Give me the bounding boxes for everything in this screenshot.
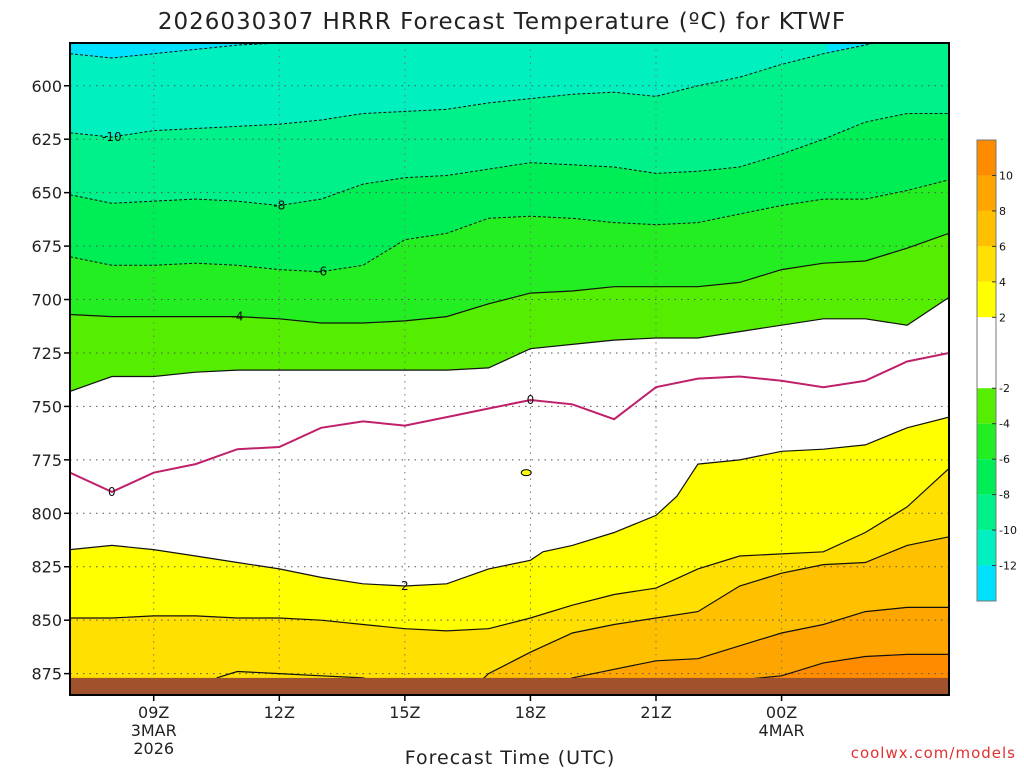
y-tick-label: 725	[31, 344, 62, 363]
colorbar-label: -6	[999, 453, 1010, 466]
colorbar-label: 8	[999, 205, 1006, 218]
contour-line-6	[467, 536, 949, 694]
y-tick-label: 825	[31, 558, 62, 577]
contour-line--10	[70, 43, 876, 138]
contour-line--2	[70, 296, 949, 392]
contour-label: 0	[108, 485, 116, 499]
x-tick-date: 3MAR	[131, 721, 177, 740]
contour-line--8	[70, 113, 949, 207]
y-tick-label: 600	[31, 77, 62, 96]
y-tick-label: 775	[31, 451, 62, 470]
y-tick-label: 625	[31, 130, 62, 149]
colorbar-band	[977, 317, 996, 389]
colorbar: 10 8 6 4 2 -2 -4 -6 -8 -10 -12	[976, 139, 1017, 602]
contour-label: -10	[102, 130, 122, 144]
contour-label: -6	[315, 265, 327, 279]
colorbar-band	[977, 459, 996, 495]
contour-label: -8	[273, 198, 285, 212]
x-tick-label: 00Z	[766, 703, 797, 722]
colorbar-label: -2	[999, 382, 1010, 395]
colorbar-band	[977, 246, 996, 282]
contour-label: 0	[527, 393, 535, 407]
x-tick-label: 09Z	[138, 703, 169, 722]
y-tick-label: 700	[31, 291, 62, 310]
x-tick-label: 12Z	[264, 703, 295, 722]
colorbar-band	[977, 530, 996, 566]
y-tick-label: 650	[31, 184, 62, 203]
contour-line--4	[70, 232, 949, 324]
colorbar-label: -10	[999, 524, 1017, 537]
chart-title: 2026030307 HRRR Forecast Temperature (ºC…	[158, 9, 846, 35]
contour-line--12	[70, 43, 285, 59]
y-tick-label: 675	[31, 237, 62, 256]
colorbar-frame	[976, 139, 997, 602]
colorbar-label: 6	[999, 240, 1006, 253]
colorbar-band	[977, 210, 996, 247]
colorbar-label: -4	[999, 418, 1010, 431]
x-tick-year: 2026	[133, 739, 174, 758]
ground-bar	[70, 677, 949, 695]
colorbar-band	[977, 494, 996, 531]
x-tick-label: 21Z	[640, 703, 671, 722]
x-tick-label: 15Z	[389, 703, 420, 722]
y-tick-label: 800	[31, 504, 62, 523]
colorbar-label: 2	[999, 311, 1006, 324]
y-tick-label: 750	[31, 397, 62, 416]
y-axis: 600 625 650 675 700 725 750 775 800 825 850 875	[31, 77, 70, 684]
y-tick-label: 875	[31, 665, 62, 684]
contour-line--6	[70, 179, 949, 273]
credit-text: coolwx.com/models	[851, 744, 1016, 762]
ground-layer	[70, 677, 949, 695]
colorbar-label: 4	[999, 276, 1006, 289]
contour-line-4	[70, 467, 949, 632]
x-axis-label: Forecast Time (UTC)	[405, 747, 615, 768]
grid-lines	[70, 43, 949, 695]
warm-blob	[520, 469, 532, 477]
colorbar-label: -12	[999, 560, 1017, 573]
colorbar-label: -8	[999, 489, 1010, 502]
contour-label: 2	[401, 579, 409, 593]
colorbar-band	[977, 388, 996, 424]
contour-line-0	[70, 352, 949, 494]
contour-labels: -10 -8 -6 -4 0 0 2	[102, 130, 534, 593]
plot-frame	[69, 42, 950, 696]
contour-label: -4	[231, 310, 243, 324]
colorbar-band	[977, 423, 996, 460]
colorbar-band	[977, 565, 996, 601]
x-tick-label: 18Z	[515, 703, 546, 722]
y-tick-label: 850	[31, 611, 62, 630]
contour-line-2	[70, 416, 949, 587]
colorbar-band	[977, 175, 996, 211]
colorbar-band	[977, 140, 996, 176]
colorbar-label: 10	[999, 169, 1013, 182]
colorbar-band	[977, 281, 996, 318]
contour-lines	[70, 43, 949, 694]
temperature-fill-bands	[70, 43, 949, 695]
x-tick-date: 4MAR	[759, 721, 805, 740]
